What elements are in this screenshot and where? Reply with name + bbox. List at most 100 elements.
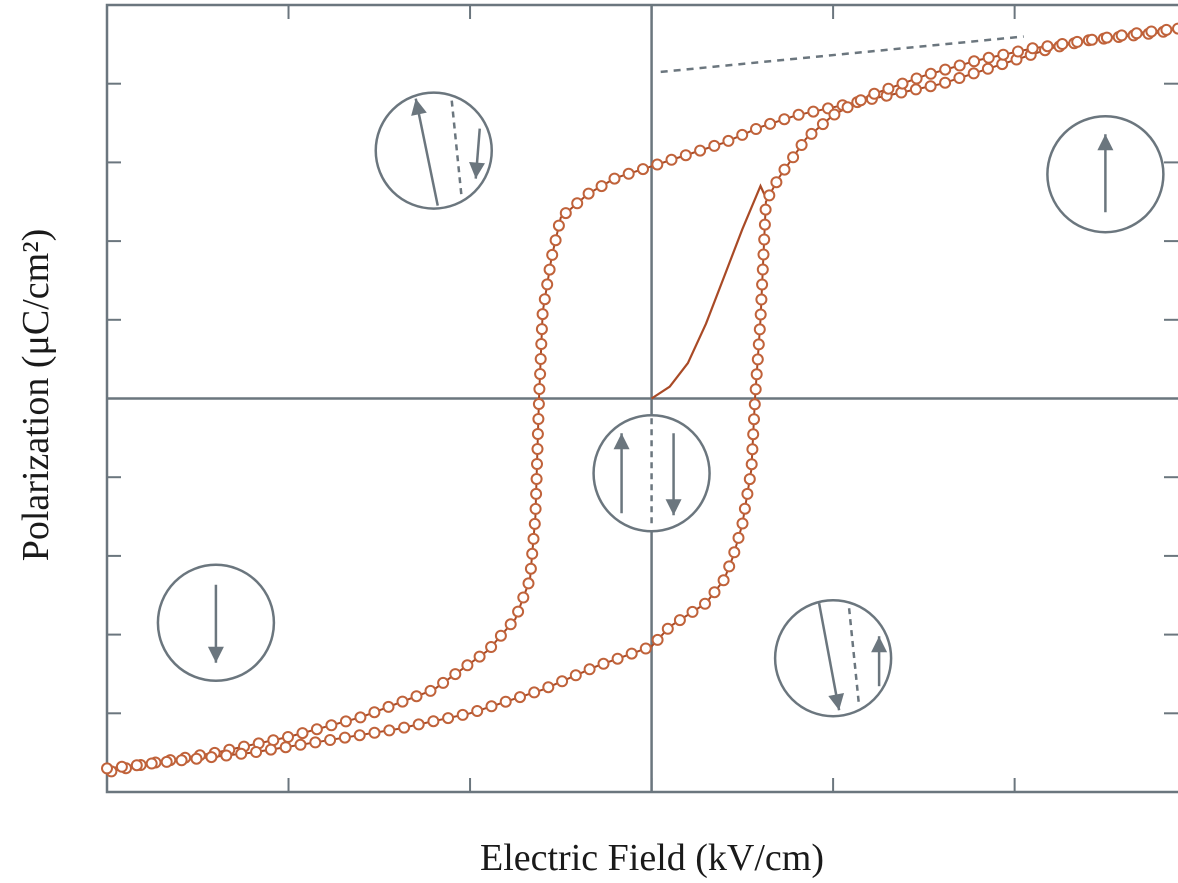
upper-branch-point [779,114,789,124]
lower-branch-point [458,710,468,720]
upper-branch-point [554,221,564,231]
lower-branch-point [756,295,766,305]
lower-branch-point [969,56,979,66]
upper-branch-point [438,678,448,688]
upper-branch-point [997,59,1007,69]
upper-branch-point [737,130,747,140]
upper-branch-point [534,384,544,394]
lower-branch-point [653,635,663,645]
upper-branch-point [412,691,422,701]
lower-branch-point [869,89,879,99]
upper-branch-point [954,73,964,83]
zero-axes [107,5,1178,792]
upper-branch-point [667,155,677,165]
lower-branch-point [758,265,768,275]
upper-branch-point [527,549,537,559]
upper-branch-point [462,660,472,670]
lower-branch-point [940,65,950,75]
lower-branch-point [771,177,781,187]
lower-branch-point [688,607,698,617]
lower-branch-point [829,110,839,120]
lower-branch-point [749,414,759,424]
lower-branch-point [325,735,335,745]
upper-branch-point [268,735,278,745]
lower-branch-point [710,587,720,597]
lower-branch-point [1043,41,1053,51]
upper-branch-point [538,309,548,319]
domain-diagrams [158,93,1163,717]
lower-branch-point [760,220,770,230]
lower-branch-point [843,102,853,112]
upper-branch-point [547,250,557,260]
lower-branch-point [719,575,729,585]
upper-branch-point [561,208,571,218]
upper-branch-point [533,414,543,424]
lower-branch-point [384,725,394,735]
lower-branch-point [1132,28,1142,38]
lower-branch-point [748,429,758,439]
lower-branch-point [747,459,757,469]
upper-branch-point [551,235,561,245]
lower-branch-point [807,129,817,139]
lower-branch-point [529,687,539,697]
lower-branch-point [132,760,142,770]
upper-branch-point [597,181,607,191]
upper-branch-point [709,141,719,151]
upper-branch-point [312,724,322,734]
lower-branch-point [818,119,828,129]
upper-branch-point [624,169,634,179]
lower-branch-point [747,444,757,454]
upper-branch-point [513,607,523,617]
lower-branch-point [755,324,765,334]
upper-branch-point [526,564,536,574]
upper-branch-point [533,429,543,439]
upper-branch-point [610,174,620,184]
lower-branch-point [472,706,482,716]
upper-branch-point [475,652,485,662]
lower-branch-point [428,716,438,726]
lower-branch-point [162,757,172,767]
upper-branch-point [450,669,460,679]
lower-branch-point [543,682,553,692]
lower-branch-point [355,730,365,740]
upper-branch-point [911,84,921,94]
lower-branch-point [206,752,216,762]
upper-branch-point [969,68,979,78]
lower-branch-point [613,654,623,664]
lower-branch-point [557,676,567,686]
lower-branch-point [571,670,581,680]
domain-mixed-center-icon [594,415,710,531]
lower-branch-point [414,719,424,729]
upper-branch-point [534,399,544,409]
lower-branch-point [501,697,511,707]
lower-branch-point [192,754,202,764]
upper-branch-point [765,119,775,129]
lower-branch-point [1072,37,1082,47]
upper-branch-point [524,578,534,588]
lower-branch-point [738,519,748,529]
upper-branch-point [751,124,761,134]
lower-branch-point [856,95,866,105]
upper-branch-point [983,64,993,74]
lower-branch-point [221,751,231,761]
upper-branch-point [532,459,542,469]
lower-branch-point [764,190,774,200]
upper-branch-point [542,279,552,289]
lower-branch-point [761,205,771,215]
upper-branch-point [384,702,394,712]
domain-up-icon [1047,116,1163,232]
lower-branch-point [675,615,685,625]
lower-branch-point [147,759,157,769]
upper-branch-point [695,146,705,156]
lower-branch-point [1057,39,1067,49]
lower-branch-point [117,762,127,772]
upper-branch-point [506,619,516,629]
upper-branch-point [529,534,539,544]
saturation-extrapolation-line [661,37,1024,72]
lower-branch-point [296,740,306,750]
lower-branch-point [745,474,755,484]
upper-branch-point [369,707,379,717]
upper-branch-point [341,716,351,726]
lower-branch-point [750,399,760,409]
